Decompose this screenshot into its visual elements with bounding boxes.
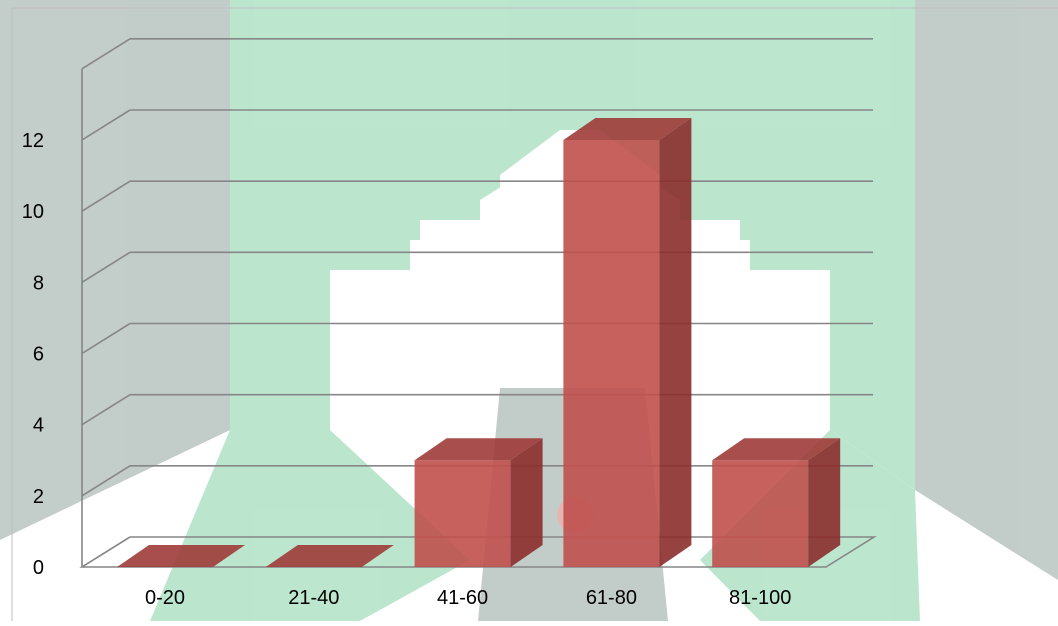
y-tick-label: 12 (22, 130, 44, 152)
gridline-depth-8 (81, 251, 131, 284)
gridline-depth-12 (81, 109, 131, 141)
bar-top (712, 438, 841, 461)
y-tick-label: 0 (33, 557, 44, 579)
x-tick-label: 61-80 (586, 587, 637, 609)
bar-side (510, 438, 543, 567)
bar-top (117, 545, 245, 567)
bar-21-40 (265, 545, 394, 567)
gridline-depth-4 (81, 393, 131, 426)
gridline-depth-2 (81, 465, 131, 497)
y-tick-label: 2 (33, 486, 44, 508)
y-tick-label: 8 (33, 272, 44, 294)
bar-front (414, 460, 511, 567)
bar-0-20 (117, 545, 245, 567)
watermark-left-block (0, 0, 230, 540)
gridline-depth-top (81, 38, 131, 70)
bars (117, 118, 841, 567)
grid-lines (81, 38, 873, 567)
bar-41-60 (414, 438, 543, 567)
gridline-depth-10 (81, 180, 131, 212)
bar-front (712, 460, 809, 567)
bar-side (808, 438, 841, 567)
y-axis-ticks: 0 2 4 6 8 10 12 (22, 130, 44, 579)
x-tick-label: 81-100 (729, 587, 791, 609)
bar-side (659, 118, 692, 567)
y-tick-label: 6 (33, 344, 44, 366)
bar-front (563, 140, 660, 567)
y-tick-label: 10 (22, 201, 44, 223)
bar-61-80 (563, 118, 692, 567)
gridline-depth-6 (81, 322, 131, 355)
x-tick-label: 21-40 (288, 587, 339, 609)
bar-top (265, 545, 394, 567)
watermark-dome (541, 69, 605, 101)
x-tick-label: 41-60 (437, 587, 488, 609)
watermark-right-block (915, 0, 1058, 580)
bar-81-100 (712, 438, 841, 567)
bar-top (414, 438, 543, 461)
y-tick-label: 4 (33, 415, 44, 437)
bar-top (563, 118, 692, 140)
x-tick-label: 0-20 (145, 587, 185, 609)
watermark-spire (567, 20, 577, 60)
watermark-inner-arch (420, 220, 500, 330)
watermark-bottom-left-wing (150, 430, 470, 621)
x-axis-ticks: 0-20 21-40 41-60 61-80 81-100 (145, 587, 791, 609)
watermark-stepped-arch (230, 0, 915, 490)
